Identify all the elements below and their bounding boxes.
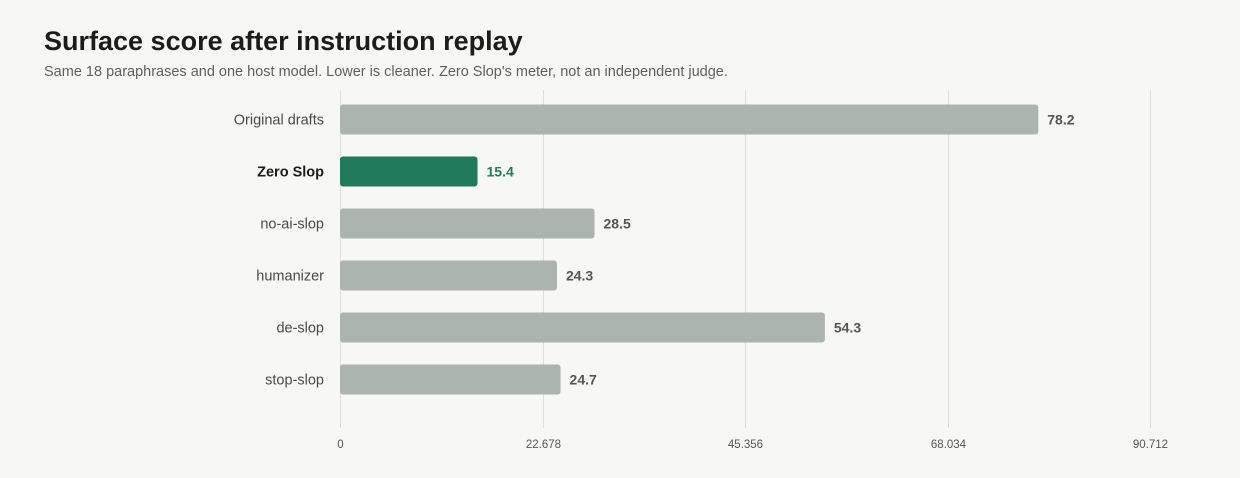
bar <box>340 208 595 239</box>
category-label: Zero Slop <box>257 165 324 181</box>
value-label: 24.7 <box>570 372 597 388</box>
bars <box>340 104 1039 395</box>
bar <box>340 104 1039 135</box>
x-tick-label: 22.678 <box>526 439 561 451</box>
chart-title: Surface score after instruction replay <box>44 26 523 56</box>
x-axis-ticks: 0 22.678 45.356 68.034 90.712 <box>337 439 1168 451</box>
bar <box>340 364 561 395</box>
value-label: 15.4 <box>487 164 514 180</box>
bar <box>340 312 825 343</box>
value-label: 24.3 <box>566 268 593 284</box>
bar <box>340 260 557 291</box>
value-label: 54.3 <box>834 320 861 336</box>
x-tick-label: 0 <box>337 439 343 451</box>
category-label: Original drafts <box>234 113 324 129</box>
category-label: no-ai-slop <box>260 217 324 233</box>
x-tick-label: 45.356 <box>728 439 763 451</box>
x-tick-label: 68.034 <box>931 439 967 451</box>
value-label: 28.5 <box>603 216 630 232</box>
category-label: humanizer <box>256 269 324 285</box>
category-labels: Original drafts Zero Slop no-ai-slop humani… <box>234 113 324 389</box>
x-tick-label: 90.712 <box>1133 439 1168 451</box>
value-label: 78.2 <box>1047 112 1074 128</box>
bar-highlight <box>340 156 478 187</box>
category-label: stop-slop <box>265 373 324 389</box>
chart-subtitle: Same 18 paraphrases and one host model. … <box>44 64 728 80</box>
value-labels: 78.2 15.4 28.5 24.3 54.3 24.7 <box>487 112 1075 388</box>
category-label: de-slop <box>276 321 324 337</box>
